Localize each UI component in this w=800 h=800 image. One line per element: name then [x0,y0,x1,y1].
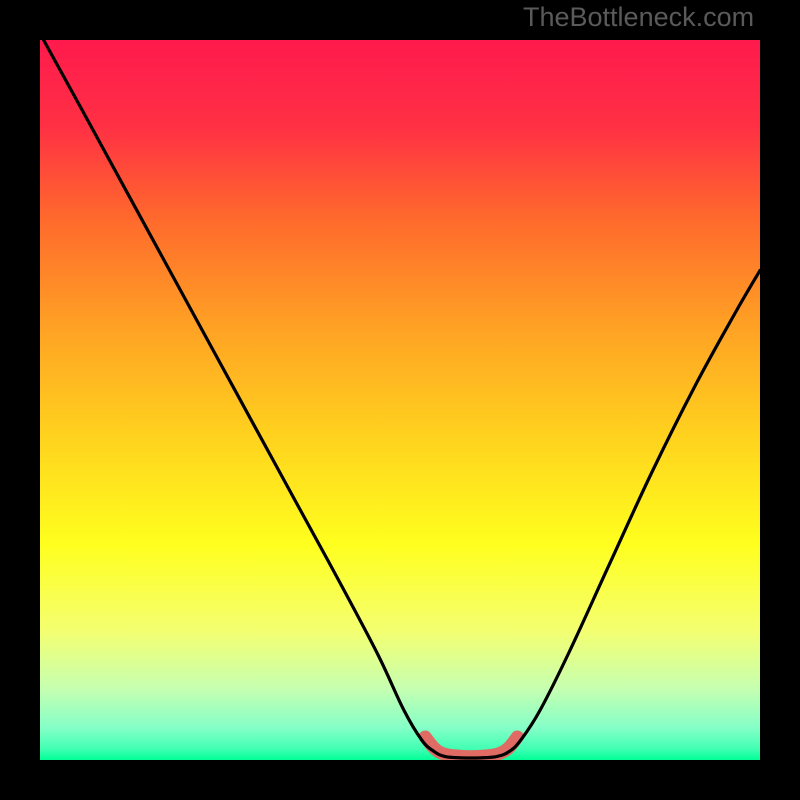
plot-area [40,40,760,760]
gradient-background [40,40,760,760]
chart-frame: TheBottleneck.com [0,0,800,800]
plot-svg [40,40,760,760]
watermark-text: TheBottleneck.com [523,2,754,33]
